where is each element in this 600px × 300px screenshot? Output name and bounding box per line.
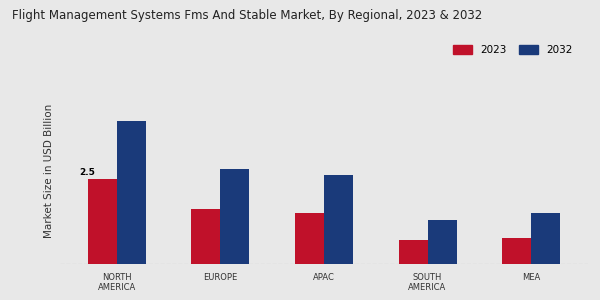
Y-axis label: Market Size in USD Billion: Market Size in USD Billion [44, 104, 55, 238]
Legend: 2023, 2032: 2023, 2032 [449, 41, 577, 59]
Bar [428, 220, 457, 264]
Bar [191, 209, 220, 264]
Text: 2.5: 2.5 [80, 168, 95, 177]
Bar [88, 179, 117, 264]
Text: Flight Management Systems Fms And Stable Market, By Regional, 2023 & 2032: Flight Management Systems Fms And Stable… [12, 9, 482, 22]
Bar [398, 240, 428, 264]
Bar [502, 238, 531, 264]
Bar [324, 176, 353, 264]
Bar [117, 121, 146, 264]
Bar [531, 213, 560, 264]
Bar [295, 213, 324, 264]
Bar [220, 169, 250, 264]
